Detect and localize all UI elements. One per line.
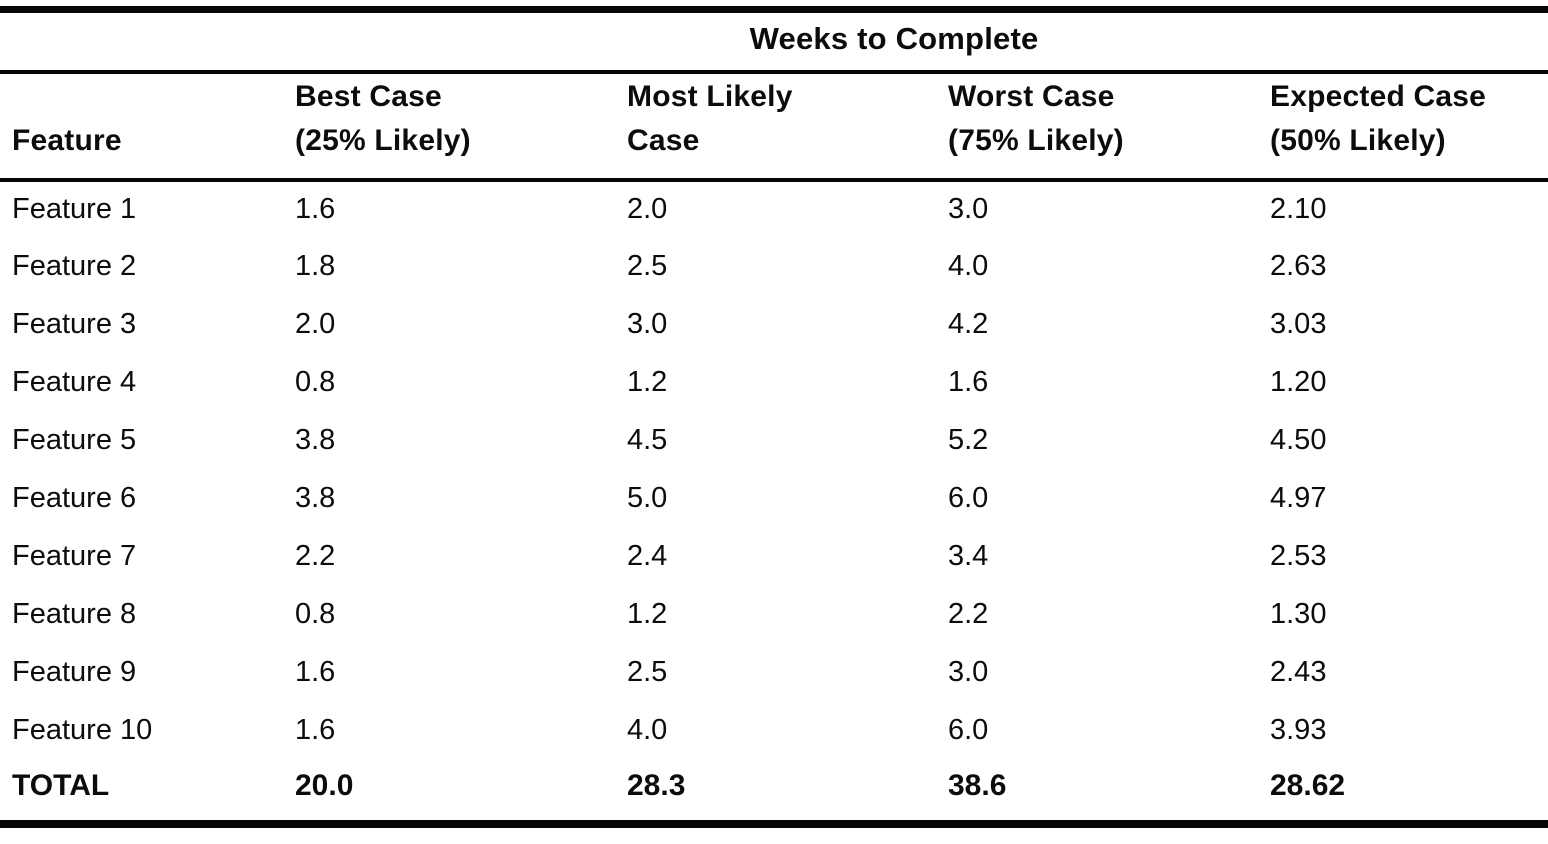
- feature-cell: Feature 8: [12, 598, 137, 630]
- expected-case-cell: 2.43: [1270, 656, 1327, 688]
- most-likely-cell: 2.5: [627, 250, 668, 282]
- column-header-feature: Feature: [0, 71, 283, 182]
- spanning-header-row: Weeks to Complete: [0, 9, 1548, 74]
- column-header-expected-case-line1: Expected Case: [1270, 79, 1487, 113]
- feature-cell: Feature 6: [12, 482, 137, 514]
- worst-case-cell: 4.2: [948, 308, 989, 340]
- most-likely-cell: 2.5: [627, 656, 668, 688]
- expected-case-cell: 4.50: [1270, 424, 1327, 456]
- table-row: Feature 6 3.8 5.0 6.0 4.97: [0, 470, 1548, 528]
- table-row: Feature 1 1.6 2.0 3.0 2.10: [0, 180, 1548, 238]
- spanning-header-title: Weeks to Complete: [283, 9, 1548, 74]
- column-header-expected-case: Expected Case (50% Likely): [1258, 71, 1548, 182]
- feature-cell: Feature 3: [12, 308, 137, 340]
- best-case-cell: 0.8: [295, 598, 336, 630]
- total-most-likely-cell: 28.3: [627, 768, 686, 802]
- expected-case-cell: 2.53: [1270, 540, 1327, 572]
- feature-cell: Feature 4: [12, 366, 137, 398]
- total-row: TOTAL 20.0 28.3 38.6 28.62: [0, 760, 1548, 824]
- expected-case-cell: 3.03: [1270, 308, 1327, 340]
- best-case-cell: 0.8: [295, 366, 336, 398]
- most-likely-cell: 5.0: [627, 482, 668, 514]
- table-row: Feature 9 1.6 2.5 3.0 2.43: [0, 644, 1548, 702]
- expected-case-cell: 3.93: [1270, 714, 1327, 746]
- feature-cell: Feature 7: [12, 540, 137, 572]
- worst-case-cell: 3.0: [948, 193, 989, 225]
- total-best-case-cell: 20.0: [295, 768, 354, 802]
- expected-case-cell: 1.20: [1270, 366, 1327, 398]
- feature-cell: Feature 2: [12, 250, 137, 282]
- spanning-header-spacer: [0, 9, 283, 74]
- column-header-worst-case-line1: Worst Case: [948, 79, 1115, 113]
- best-case-cell: 3.8: [295, 482, 336, 514]
- column-header-expected-case-line2: (50% Likely): [1270, 124, 1446, 158]
- column-header-most-likely-line1: Most Likely: [627, 79, 793, 113]
- table-row: Feature 2 1.8 2.5 4.0 2.63: [0, 238, 1548, 296]
- table-row: Feature 7 2.2 2.4 3.4 2.53: [0, 528, 1548, 586]
- most-likely-cell: 4.5: [627, 424, 668, 456]
- table-row: Feature 4 0.8 1.2 1.6 1.20: [0, 354, 1548, 412]
- best-case-cell: 1.6: [295, 193, 336, 225]
- table-row: Feature 10 1.6 4.0 6.0 3.93: [0, 702, 1548, 760]
- table-row: Feature 3 2.0 3.0 4.2 3.03: [0, 296, 1548, 354]
- worst-case-cell: 6.0: [948, 482, 989, 514]
- feature-cell: Feature 5: [12, 424, 137, 456]
- feature-cell: Feature 10: [12, 714, 153, 746]
- column-header-best-case: Best Case (25% Likely): [283, 71, 615, 182]
- expected-case-cell: 1.30: [1270, 598, 1327, 630]
- column-header-best-case-line1: Best Case: [295, 79, 442, 113]
- estimate-table: Weeks to Complete Feature Best Case (25%…: [0, 6, 1548, 828]
- column-header-best-case-line2: (25% Likely): [295, 124, 471, 158]
- worst-case-cell: 2.2: [948, 598, 989, 630]
- total-worst-case-cell: 38.6: [948, 768, 1007, 802]
- worst-case-cell: 3.4: [948, 540, 989, 572]
- best-case-cell: 3.8: [295, 424, 336, 456]
- expected-case-cell: 4.97: [1270, 482, 1327, 514]
- worst-case-cell: 1.6: [948, 366, 989, 398]
- most-likely-cell: 4.0: [627, 714, 668, 746]
- best-case-cell: 2.2: [295, 540, 336, 572]
- column-header-most-likely-line2: Case: [627, 124, 700, 158]
- most-likely-cell: 1.2: [627, 366, 668, 398]
- feature-cell: Feature 9: [12, 656, 137, 688]
- most-likely-cell: 1.2: [627, 598, 668, 630]
- most-likely-cell: 2.0: [627, 193, 668, 225]
- feature-cell: Feature 1: [12, 193, 137, 225]
- expected-case-cell: 2.10: [1270, 193, 1327, 225]
- column-header-feature-label: Feature: [12, 124, 122, 158]
- most-likely-cell: 2.4: [627, 540, 668, 572]
- column-header-worst-case-line2: (75% Likely): [948, 124, 1124, 158]
- table-row: Feature 8 0.8 1.2 2.2 1.30: [0, 586, 1548, 644]
- most-likely-cell: 3.0: [627, 308, 668, 340]
- total-label-cell: TOTAL: [12, 768, 110, 802]
- expected-case-cell: 2.63: [1270, 250, 1327, 282]
- best-case-cell: 1.6: [295, 714, 336, 746]
- worst-case-cell: 5.2: [948, 424, 989, 456]
- table-row: Feature 5 3.8 4.5 5.2 4.50: [0, 412, 1548, 470]
- column-header-row: Feature Best Case (25% Likely) Most Like…: [0, 71, 1548, 182]
- worst-case-cell: 4.0: [948, 250, 989, 282]
- total-expected-case-cell: 28.62: [1270, 768, 1346, 802]
- column-header-worst-case: Worst Case (75% Likely): [936, 71, 1258, 182]
- column-header-most-likely: Most Likely Case: [615, 71, 936, 182]
- best-case-cell: 2.0: [295, 308, 336, 340]
- best-case-cell: 1.6: [295, 656, 336, 688]
- worst-case-cell: 6.0: [948, 714, 989, 746]
- worst-case-cell: 3.0: [948, 656, 989, 688]
- best-case-cell: 1.8: [295, 250, 336, 282]
